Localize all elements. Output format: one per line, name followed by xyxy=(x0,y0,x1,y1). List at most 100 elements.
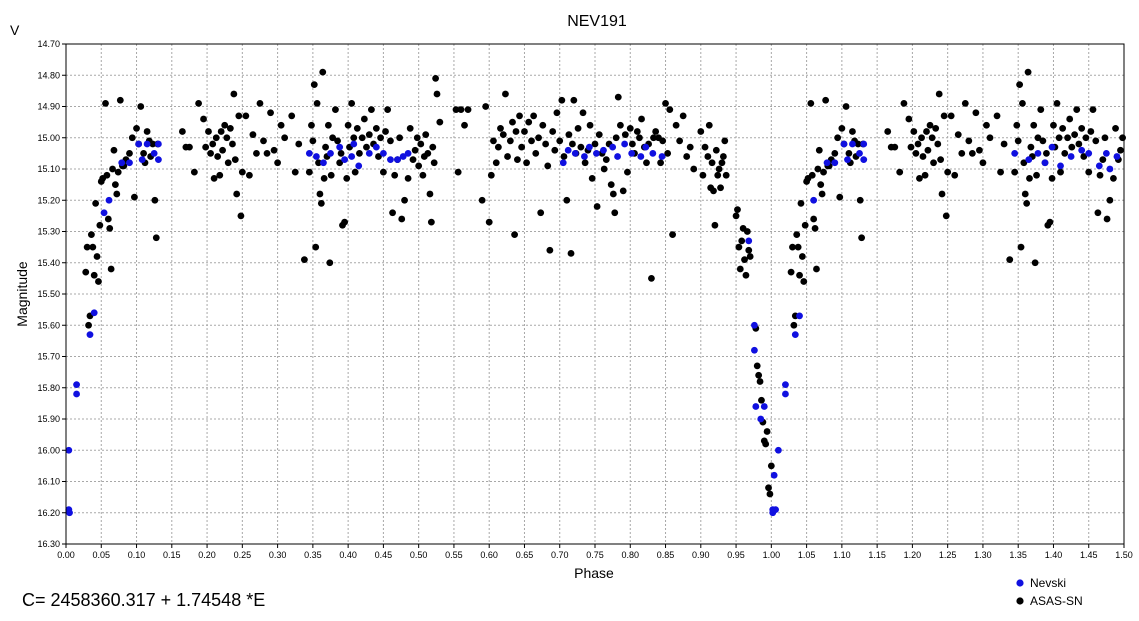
data-point-asas-sn xyxy=(82,268,90,276)
data-point-asas-sn xyxy=(143,128,151,135)
data-point-asas-sn xyxy=(732,212,740,220)
data-point-nevski xyxy=(609,143,617,151)
data-point-nevski xyxy=(312,153,320,160)
data-point-asas-sn xyxy=(884,128,892,135)
data-point-asas-sn xyxy=(976,146,983,154)
y-tick-label: 15.80 xyxy=(37,383,60,393)
data-point-nevski xyxy=(1067,153,1075,160)
x-tick-label: 0.35 xyxy=(304,550,322,560)
data-point-asas-sn xyxy=(1019,99,1026,107)
data-point-nevski xyxy=(348,153,356,160)
data-point-nevski xyxy=(642,143,650,151)
data-point-nevski xyxy=(380,149,387,157)
y-tick-label: 15.60 xyxy=(37,320,60,330)
data-point-asas-sn xyxy=(223,134,231,142)
data-point-asas-sn xyxy=(281,134,289,142)
x-tick-label: 1.40 xyxy=(1045,550,1063,560)
data-point-asas-sn xyxy=(461,121,468,129)
data-point-nevski xyxy=(1078,146,1086,154)
data-point-nevski xyxy=(600,146,607,154)
data-point-asas-sn xyxy=(940,112,948,120)
data-point-asas-sn xyxy=(295,140,303,148)
data-point-asas-sn xyxy=(356,149,363,157)
data-point-nevski xyxy=(1057,162,1064,170)
data-point-asas-sn xyxy=(1089,106,1097,114)
data-point-nevski xyxy=(849,140,856,148)
data-point-asas-sn xyxy=(745,246,753,254)
data-point-nevski xyxy=(840,140,848,148)
data-point-asas-sn xyxy=(518,143,526,151)
data-point-asas-sn xyxy=(133,124,140,132)
data-point-asas-sn xyxy=(944,168,952,176)
data-point-asas-sn xyxy=(95,278,102,285)
data-point-asas-sn xyxy=(245,171,253,179)
data-point-asas-sn xyxy=(401,196,408,204)
data-point-nevski xyxy=(752,403,760,410)
data-point-nevski xyxy=(757,415,765,423)
data-point-asas-sn xyxy=(755,371,763,379)
data-point-asas-sn xyxy=(817,181,825,189)
x-tick-label: 0.40 xyxy=(339,550,357,560)
data-point-asas-sn xyxy=(178,128,186,135)
data-point-nevski xyxy=(1106,165,1114,173)
data-point-asas-sn xyxy=(1046,218,1054,226)
data-point-asas-sn xyxy=(721,137,729,145)
data-point-nevski xyxy=(796,312,803,320)
x-tick-label: 0.85 xyxy=(657,550,675,560)
data-point-asas-sn xyxy=(368,106,375,114)
data-point-asas-sn xyxy=(419,171,427,179)
data-point-asas-sn xyxy=(478,196,486,204)
data-point-asas-sn xyxy=(377,134,384,142)
data-point-asas-sn xyxy=(822,96,830,104)
data-point-asas-sn xyxy=(358,134,366,142)
data-point-asas-sn xyxy=(104,215,112,223)
data-point-asas-sn xyxy=(972,109,980,117)
data-point-nevski xyxy=(823,159,831,167)
data-point-asas-sn xyxy=(900,99,908,107)
x-tick-label: 0.70 xyxy=(551,550,569,560)
data-point-asas-sn xyxy=(845,149,853,157)
x-tick-label: 1.30 xyxy=(974,550,992,560)
data-point-asas-sn xyxy=(577,143,585,151)
data-point-asas-sn xyxy=(365,131,373,139)
data-point-asas-sn xyxy=(648,274,655,282)
data-point-asas-sn xyxy=(722,171,730,179)
data-point-asas-sn xyxy=(567,249,575,257)
data-point-asas-sn xyxy=(126,149,133,157)
data-point-asas-sn xyxy=(375,153,382,160)
data-point-asas-sn xyxy=(918,134,925,142)
data-point-asas-sn xyxy=(735,243,743,251)
data-point-asas-sn xyxy=(263,149,271,157)
legend-marker-nevski xyxy=(1016,579,1024,587)
y-tick-label: 15.40 xyxy=(37,258,60,268)
data-point-asas-sn xyxy=(787,268,795,276)
data-point-nevski xyxy=(860,140,868,148)
data-point-asas-sn xyxy=(704,153,712,160)
data-point-asas-sn xyxy=(332,106,339,114)
data-point-asas-sn xyxy=(322,143,329,151)
data-point-nevski xyxy=(564,146,572,154)
data-point-asas-sn xyxy=(384,106,392,114)
data-point-asas-sn xyxy=(316,190,324,198)
grid xyxy=(66,44,1124,544)
data-point-nevski xyxy=(387,156,394,164)
data-point-asas-sn xyxy=(993,112,1001,120)
data-point-asas-sn xyxy=(1075,140,1083,148)
data-point-asas-sn xyxy=(997,168,1004,176)
data-point-asas-sn xyxy=(602,156,610,164)
data-point-asas-sn xyxy=(389,209,396,217)
data-point-asas-sn xyxy=(679,112,687,120)
data-point-asas-sn xyxy=(856,196,864,204)
data-point-asas-sn xyxy=(415,162,423,170)
data-point-asas-sn xyxy=(93,253,101,260)
data-point-asas-sn xyxy=(516,112,523,120)
data-point-asas-sn xyxy=(1066,115,1074,123)
x-tick-label: 0.80 xyxy=(622,550,640,560)
data-point-asas-sn xyxy=(1016,81,1024,89)
data-point-asas-sn xyxy=(932,124,940,132)
data-point-nevski xyxy=(100,209,108,217)
data-point-asas-sn xyxy=(753,362,761,370)
data-point-asas-sn xyxy=(530,112,538,120)
data-point-asas-sn xyxy=(1057,168,1064,176)
data-point-asas-sn xyxy=(968,149,976,157)
